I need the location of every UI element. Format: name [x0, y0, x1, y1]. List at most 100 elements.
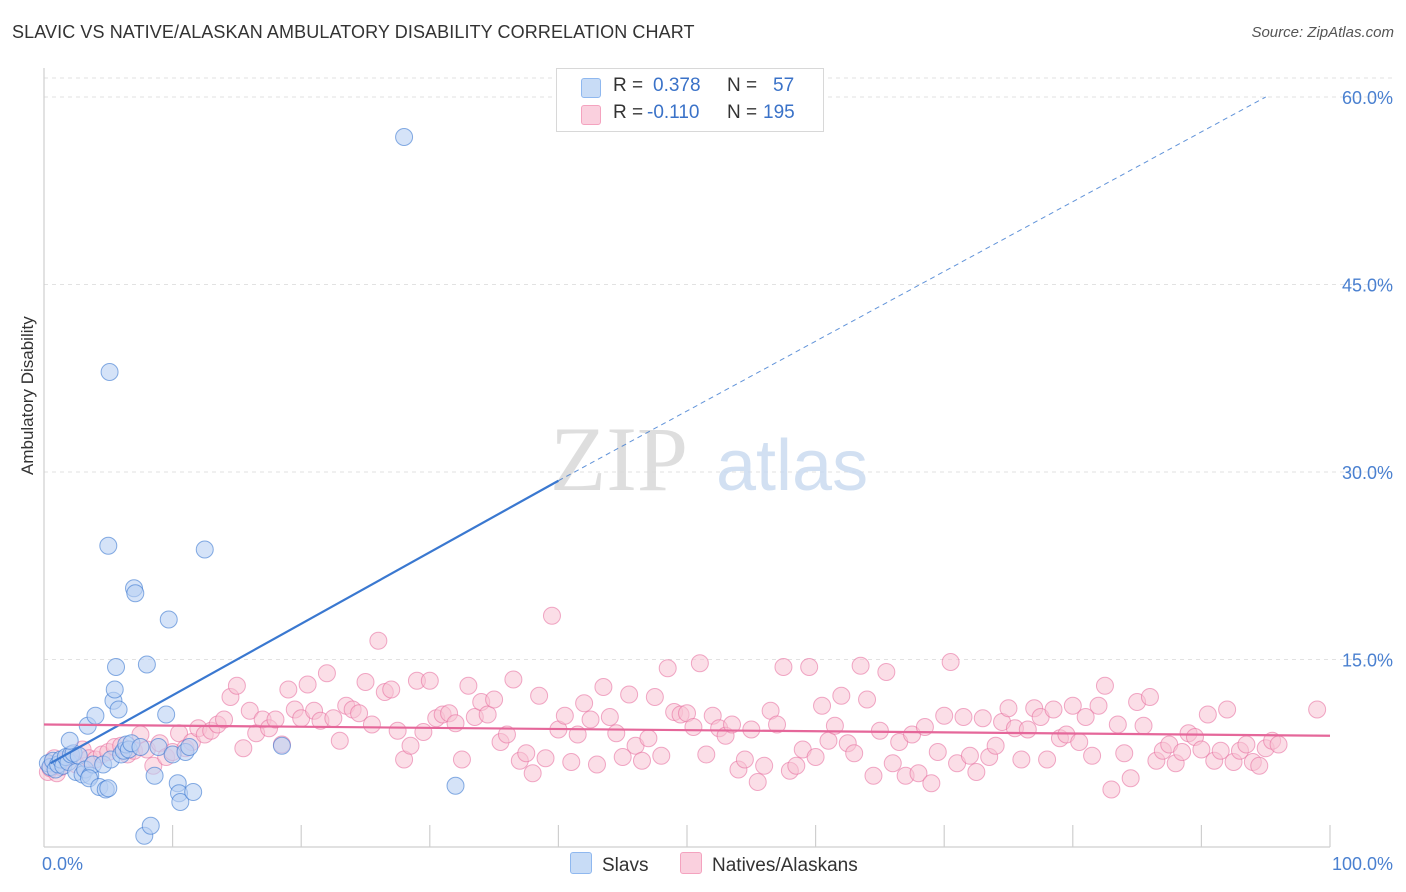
point-natives: [1198, 705, 1217, 724]
point-natives: [967, 763, 986, 781]
point-slavs: [107, 658, 126, 676]
point-natives: [317, 664, 336, 683]
legend-item-slavs: Slavs: [570, 852, 648, 877]
point-natives: [517, 744, 536, 763]
point-natives: [684, 718, 703, 736]
trend-line-natives: [43, 723, 1331, 737]
point-slavs: [184, 783, 203, 801]
point-natives: [1018, 720, 1037, 739]
point-natives: [652, 746, 671, 765]
point-slavs: [145, 766, 164, 785]
point-natives: [723, 715, 742, 734]
point-slavs: [141, 816, 160, 835]
point-natives: [1063, 696, 1082, 715]
point-natives: [1089, 696, 1108, 715]
x-tick-label-min: 0.0%: [42, 854, 83, 874]
point-natives: [523, 764, 542, 783]
point-natives: [420, 671, 439, 690]
point-slavs: [100, 363, 119, 381]
watermark-atlas: atlas: [716, 426, 868, 506]
chart-title: SLAVIC VS NATIVE/ALASKAN AMBULATORY DISA…: [12, 22, 695, 42]
point-natives: [620, 685, 639, 704]
point-natives: [607, 724, 626, 743]
point-natives: [266, 710, 285, 729]
legend-n-label: N =: [727, 75, 758, 96]
point-natives: [1121, 769, 1140, 788]
series-slavs-points: [38, 128, 465, 845]
tick-labels: 15.0% 30.0% 45.0% 60.0% 0.0% 100.0%: [42, 88, 1393, 874]
point-slavs: [149, 738, 168, 756]
point-natives: [362, 715, 381, 734]
watermark: ZIP atlas: [550, 408, 868, 510]
point-natives: [928, 743, 947, 761]
point-slavs: [272, 736, 291, 755]
legend-n-value: 57: [773, 75, 795, 96]
point-natives: [941, 653, 960, 671]
point-natives: [1134, 716, 1153, 735]
point-slavs: [446, 776, 465, 795]
legend-r-value: 0.378: [653, 75, 701, 96]
y-tick-label: 30.0%: [1342, 463, 1393, 483]
point-natives: [800, 658, 819, 676]
point-natives: [845, 744, 864, 763]
point-natives: [935, 706, 954, 725]
point-natives: [1012, 750, 1031, 769]
point-natives: [324, 709, 343, 728]
point-natives: [742, 720, 761, 739]
point-natives: [1038, 750, 1057, 769]
point-natives: [819, 731, 838, 750]
point-slavs: [195, 540, 214, 559]
series-natives-points: [38, 606, 1327, 799]
point-natives: [1211, 741, 1230, 760]
legend-n-value: 195: [763, 102, 795, 123]
point-natives: [330, 731, 349, 750]
point-natives: [298, 675, 317, 694]
point-natives: [382, 680, 401, 699]
point-natives: [748, 773, 767, 791]
series-legend: Slavs Natives/Alaskans: [0, 852, 1406, 878]
point-natives: [530, 686, 549, 705]
point-natives: [909, 764, 928, 783]
legend-n-label: N =: [727, 102, 758, 123]
point-slavs: [86, 706, 105, 725]
point-natives: [1269, 735, 1288, 754]
point-slavs: [60, 731, 79, 750]
legend-label-slavs: Slavs: [602, 855, 649, 876]
x-tick-label-max: 100.0%: [1332, 854, 1393, 874]
legend-r-label: R =: [613, 102, 644, 123]
point-slavs: [105, 680, 124, 699]
point-natives: [575, 694, 594, 713]
point-natives: [825, 716, 844, 735]
point-slavs: [159, 610, 178, 629]
point-natives: [658, 659, 677, 678]
point-natives: [240, 701, 259, 720]
trend-line-slavs-extension: [558, 96, 1266, 482]
legend-swatch-natives: [680, 852, 702, 874]
point-natives: [555, 706, 574, 725]
point-natives: [1083, 746, 1102, 765]
point-natives: [851, 656, 870, 675]
point-natives: [755, 756, 774, 775]
point-natives: [1308, 700, 1327, 719]
point-slavs: [157, 705, 176, 724]
point-natives: [858, 690, 877, 709]
point-natives: [504, 670, 523, 689]
point-natives: [1108, 715, 1127, 734]
point-natives: [414, 723, 433, 741]
point-natives: [1044, 700, 1063, 719]
point-natives: [215, 710, 234, 729]
point-slavs: [99, 536, 118, 555]
point-natives: [459, 676, 478, 695]
point-natives: [864, 766, 883, 785]
point-natives: [485, 690, 504, 709]
legend-swatch-natives: [581, 105, 601, 125]
point-natives: [452, 750, 471, 769]
point-natives: [999, 699, 1018, 718]
point-natives: [562, 753, 581, 771]
correlation-legend: R = 0.378 N = 57 R = -0.110 N = 195: [556, 68, 824, 132]
point-natives: [1192, 740, 1211, 759]
point-natives: [1115, 744, 1134, 763]
point-natives: [536, 749, 555, 768]
point-natives: [594, 678, 613, 696]
point-natives: [735, 750, 754, 769]
